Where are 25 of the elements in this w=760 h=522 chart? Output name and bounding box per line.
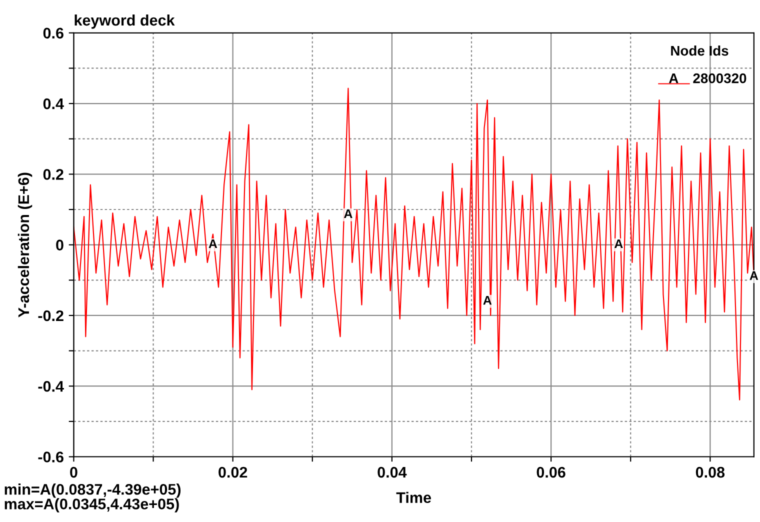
x-tick-label: 0 [70, 466, 78, 478]
annotation: A [614, 239, 623, 248]
y-tick-label: -0.6 [38, 452, 64, 462]
y-tick-label: 0 [56, 240, 64, 251]
y-tick-label: 0.2 [43, 169, 64, 180]
x-axis-title: Time [396, 492, 431, 504]
text: min=A(0.0837,-4.39e+05) [4, 484, 181, 498]
x-tick-label: 0.04 [378, 466, 407, 478]
legend-label: 2800320 [693, 73, 746, 84]
text: A [668, 74, 678, 84]
x-tick-label: 0.08 [696, 466, 725, 478]
y-tick-label: -0.2 [38, 310, 64, 322]
text: max=A(0.0345,4.43e+05) [4, 498, 179, 512]
x-tick-label: 0.06 [536, 466, 566, 478]
y-tick-label: 0.6 [43, 28, 64, 39]
annotation: A [344, 209, 352, 218]
y-tick-label: -0.4 [38, 380, 64, 392]
chart-title: keyword deck [74, 14, 175, 29]
legend-title: Node Ids [671, 45, 728, 56]
annotation: A [483, 296, 492, 305]
annotation: A [750, 271, 758, 280]
x-tick-label: 0.02 [218, 466, 248, 478]
y-axis-title: Y-acceleration (E+6) [18, 172, 32, 318]
y-tick-label: 0.4 [43, 98, 64, 110]
annotation: A [208, 239, 218, 248]
